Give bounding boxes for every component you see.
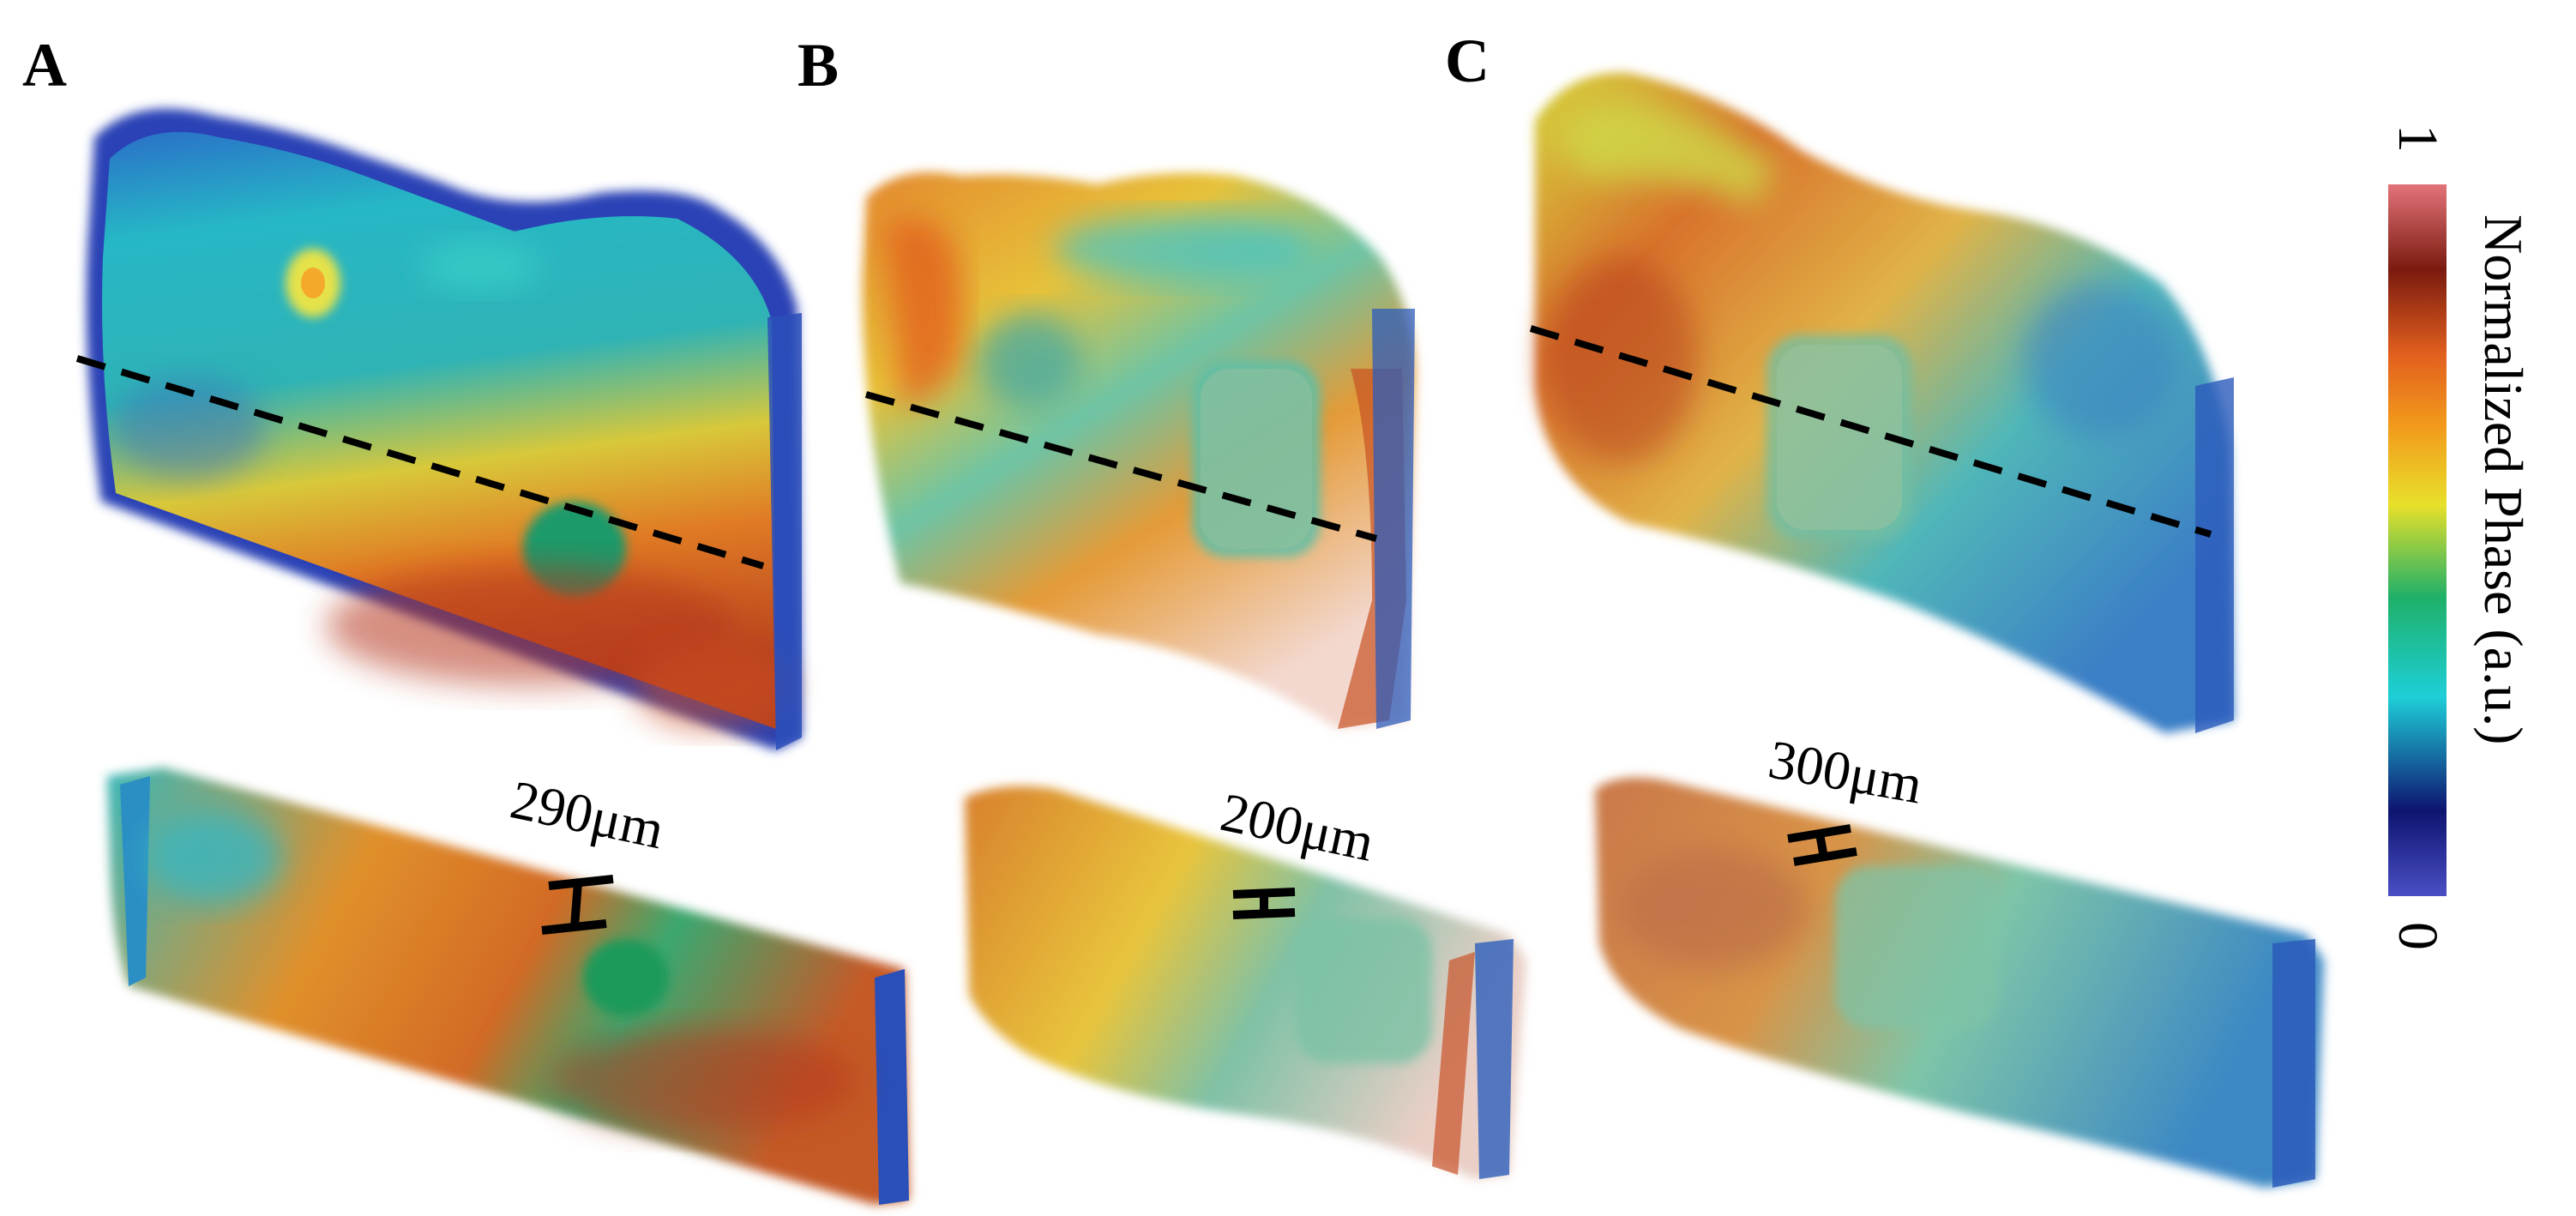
panel-letter-a: A: [22, 31, 67, 99]
thickness-label-a: 290μm: [505, 768, 669, 860]
volume-render-b-bottom: [965, 786, 1526, 1179]
volume-render-c-top: [1529, 72, 2234, 734]
thickness-label-c: 300μm: [1764, 728, 1927, 815]
cut-line-b: [864, 391, 1378, 542]
colorbar-min-label: 0: [2386, 922, 2449, 950]
colorbar-max-label: 1: [2386, 124, 2449, 153]
panel-letter-b: B: [797, 31, 839, 99]
colorbar: 1 0 Normalized Phase (a.u.): [2386, 124, 2534, 950]
volume-render-b-top: [862, 172, 1415, 730]
panel-c: C 300μm: [1445, 27, 2324, 1188]
colorbar-title: Normalized Phase (a.u.): [2473, 214, 2534, 744]
colorbar-gradient: [2388, 184, 2447, 896]
volume-render-c-bottom: [1595, 777, 2324, 1188]
cut-line-c: [1529, 325, 2212, 538]
panel-letter-c: C: [1445, 27, 1490, 95]
volume-render-a-top: [75, 108, 802, 750]
cut-line-a: [75, 355, 765, 569]
volume-render-a-bottom: [107, 768, 909, 1205]
panel-a: A 290μm: [22, 31, 909, 1205]
panel-b: B 200μm: [797, 31, 1526, 1179]
